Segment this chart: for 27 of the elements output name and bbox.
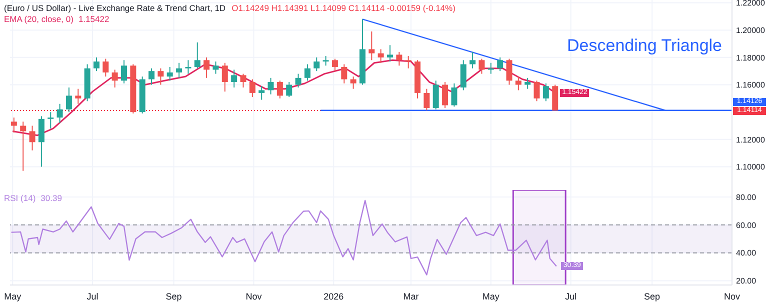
y-tick-label: 40.00 xyxy=(736,248,757,258)
x-tick-label: 2026 xyxy=(324,291,344,302)
y-tick-label: 80.00 xyxy=(736,192,757,202)
text: RSI (14) xyxy=(4,193,36,203)
y-tick-label: 1.20000 xyxy=(736,26,766,35)
x-tick-label: Jul xyxy=(86,291,98,302)
chart-title: (Euro / US Dollar) - Live Exchange Rate & Trend Chart, 1D xyxy=(4,3,226,13)
text: 30.39 xyxy=(40,193,62,203)
y-tick-label: 20.00 xyxy=(736,276,757,286)
x-tick-label: Nov xyxy=(724,291,740,302)
y-tick-label: 1.16000 xyxy=(736,80,766,90)
x-tick-label: Sep xyxy=(644,291,660,302)
y-tick-label: 1.10000 xyxy=(736,162,766,172)
text: 1.15422 xyxy=(78,14,110,24)
x-tick-label: May xyxy=(4,291,22,302)
x-tick-label: Mar xyxy=(403,291,419,302)
x-tick-label: Nov xyxy=(246,291,262,302)
annotation: Descending Triangle xyxy=(567,36,722,56)
chart-subtitle: O1.14249 H1.14391 L1.14099 C1.14114 -0.00159 (-0.14%) xyxy=(232,3,456,13)
x-tick-label: May xyxy=(482,291,500,302)
y-tick-label: 1.22000 xyxy=(736,0,766,8)
y-tick-label: 1.18000 xyxy=(736,53,766,62)
y-tick-label: 1.12000 xyxy=(736,135,766,144)
x-tick-label: Sep xyxy=(166,291,182,302)
y-tick-label: 60.00 xyxy=(736,220,757,230)
x-tick-label: Jul xyxy=(565,291,577,302)
text: EMA (20, close, 0) xyxy=(4,14,74,24)
